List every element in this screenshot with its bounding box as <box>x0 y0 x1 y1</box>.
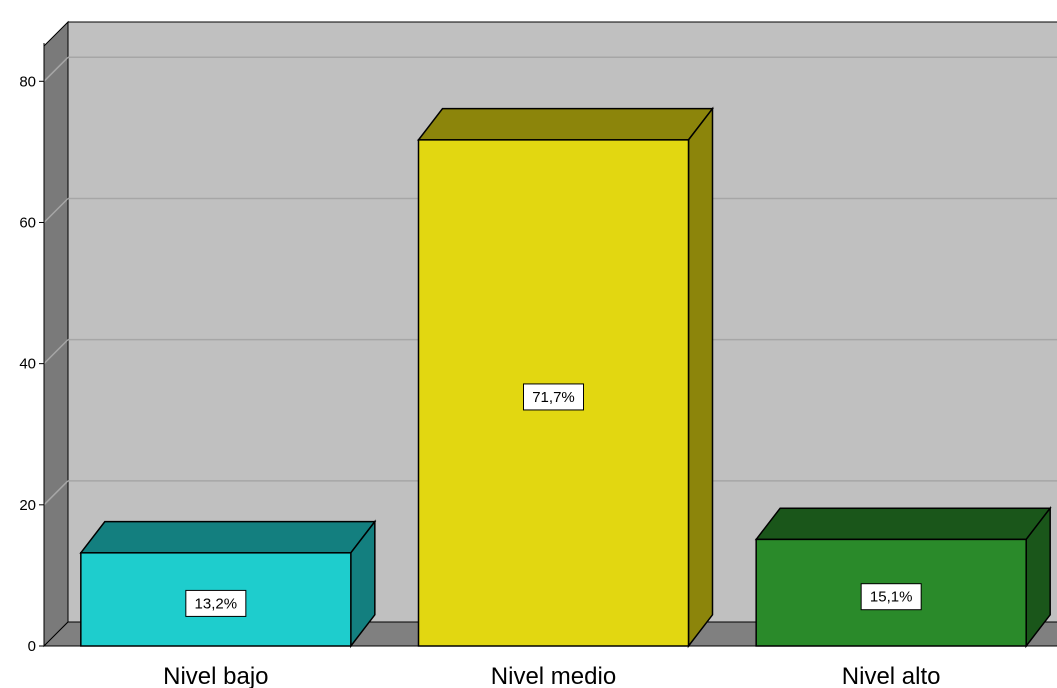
gridline-side <box>43 197 69 224</box>
bar-side <box>687 106 714 649</box>
y-tick-label: 20 <box>19 497 36 514</box>
side-wall <box>43 20 69 648</box>
data-label-box <box>185 589 247 617</box>
y-tick-label: 0 <box>28 638 36 655</box>
category-labels: Nivel bajo Nivel medio Nivel alto <box>163 663 940 688</box>
bar-top <box>754 507 1052 541</box>
gridline-side <box>43 56 69 82</box>
data-label: 13,2% <box>195 595 238 612</box>
x-tick-label: Nivel bajo <box>163 663 268 688</box>
y-tick-label: 40 <box>19 356 36 373</box>
gridline-side <box>43 480 69 506</box>
x-tick-label: Nivel medio <box>491 663 616 688</box>
data-label: 71,7% <box>532 389 575 406</box>
y-tick-label: 60 <box>19 214 36 231</box>
gridline-side <box>43 339 69 365</box>
data-label-box <box>523 383 584 411</box>
data-label-box <box>860 583 922 611</box>
y-tick-label: 80 <box>19 73 36 90</box>
x-tick-label: Nivel alto <box>842 663 941 688</box>
bars: 13,2% 71,7% 15,1% <box>79 106 1052 649</box>
bar-top <box>79 520 377 554</box>
bar-top <box>416 107 715 141</box>
data-label: 15,1% <box>870 589 913 606</box>
y-axis: 0 20 40 60 80 <box>19 43 45 655</box>
